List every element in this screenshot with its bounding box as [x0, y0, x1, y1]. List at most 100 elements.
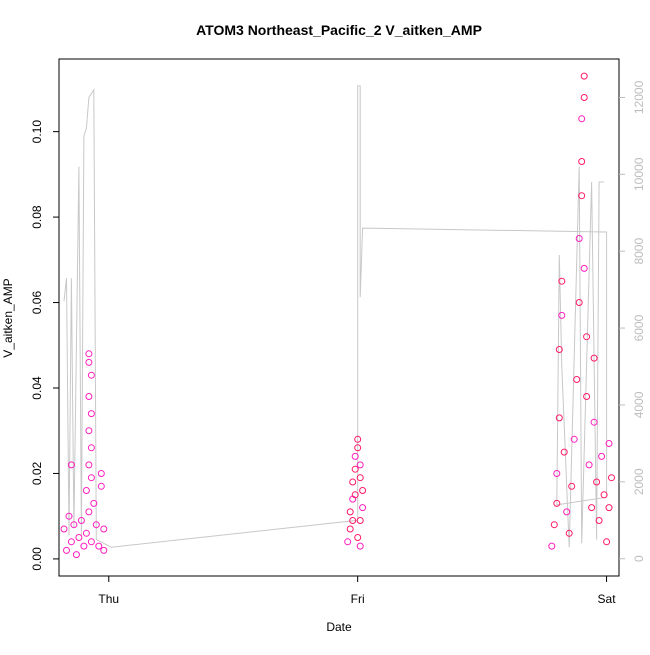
data-point	[85, 358, 93, 366]
data-point	[585, 461, 593, 469]
axis-layer: 0.00 0.02 0.04 0.06 0.08 0.10 0 2000 4000 6000 800…	[30, 80, 646, 606]
data-point	[63, 546, 70, 554]
data-point	[100, 546, 108, 554]
data-point	[550, 521, 558, 529]
y2-tick-label: 6000	[632, 314, 646, 341]
data-point	[349, 517, 357, 524]
point-layer	[60, 72, 615, 559]
y-tick-label: 0.00	[30, 547, 44, 571]
data-point	[351, 465, 359, 473]
data-point	[578, 158, 586, 165]
y2-tick-label: 10000	[632, 157, 646, 191]
data-point	[356, 461, 364, 469]
data-point	[558, 311, 566, 319]
data-point	[72, 551, 80, 559]
x-tick-label: Sat	[598, 592, 617, 606]
data-point	[80, 542, 88, 550]
right-axis-line	[63, 85, 608, 548]
y-tick-label: 0.10	[30, 120, 44, 144]
data-point	[87, 444, 95, 452]
data-point	[359, 487, 367, 494]
data-point	[608, 474, 615, 482]
data-point	[590, 354, 598, 362]
data-point	[575, 235, 583, 242]
plot-border	[58, 58, 620, 577]
data-point	[85, 350, 93, 358]
data-point	[573, 376, 581, 383]
data-point	[578, 192, 586, 200]
y-tick-label: 0.08	[30, 205, 44, 229]
data-point	[583, 393, 591, 400]
data-point	[548, 542, 556, 550]
data-point	[588, 504, 596, 512]
data-point	[70, 521, 78, 529]
data-point	[570, 435, 578, 443]
data-point	[583, 333, 591, 341]
y2-tick-label: 12000	[632, 80, 646, 114]
data-point	[67, 461, 75, 469]
y-tick-label: 0.02	[30, 461, 44, 485]
data-point	[605, 504, 613, 512]
data-point	[351, 452, 359, 460]
data-point	[77, 517, 85, 524]
data-point	[346, 508, 354, 516]
data-point	[349, 478, 357, 486]
data-point	[100, 525, 108, 533]
data-point	[593, 478, 601, 486]
data-point	[85, 508, 93, 516]
data-point	[85, 393, 93, 400]
data-point	[90, 499, 98, 507]
data-point	[97, 470, 105, 477]
data-point	[87, 538, 95, 546]
data-point	[558, 277, 566, 285]
data-point	[344, 538, 352, 546]
data-point	[553, 470, 561, 477]
data-point	[87, 371, 95, 379]
data-point	[580, 72, 588, 80]
data-point	[595, 517, 603, 524]
data-point	[356, 542, 364, 550]
data-point	[346, 525, 354, 533]
y2-tick-label: 8000	[632, 238, 646, 265]
y-tick-label: 0.06	[30, 291, 44, 315]
data-point	[354, 534, 362, 541]
data-point	[603, 538, 611, 546]
chart-title: ATOM3 Northeast_Pacific_2 V_aitken_AMP	[196, 22, 482, 38]
data-point	[563, 508, 571, 516]
data-point	[356, 474, 364, 482]
data-point	[92, 521, 100, 529]
data-point	[82, 529, 90, 537]
y2-tick-label: 0	[632, 555, 646, 562]
y-axis-title: V_aitken_AMP	[1, 278, 15, 357]
data-point	[97, 482, 105, 490]
data-point	[354, 444, 362, 452]
data-point	[85, 461, 93, 469]
y2-tick-label: 4000	[632, 391, 646, 418]
data-point	[65, 512, 73, 520]
x-tick-label: Thu	[98, 592, 119, 606]
data-point	[359, 504, 367, 512]
y2-tick-label: 2000	[632, 468, 646, 495]
y-tick-label: 0.04	[30, 376, 44, 400]
data-point	[87, 474, 95, 482]
data-point	[580, 264, 588, 272]
data-point	[553, 499, 561, 507]
data-point	[356, 517, 364, 524]
data-point	[565, 529, 573, 537]
data-point	[560, 448, 568, 456]
data-point	[67, 538, 75, 546]
data-point	[555, 414, 563, 422]
plot-frame	[58, 58, 620, 577]
data-point	[580, 94, 588, 101]
data-point	[555, 346, 563, 353]
data-point	[600, 491, 608, 499]
data-point	[568, 482, 576, 490]
data-point	[351, 491, 359, 499]
line-layer	[63, 85, 608, 548]
x-axis-title: Date	[326, 620, 352, 634]
data-point	[85, 427, 93, 435]
data-point	[578, 115, 586, 123]
data-point	[75, 534, 83, 541]
